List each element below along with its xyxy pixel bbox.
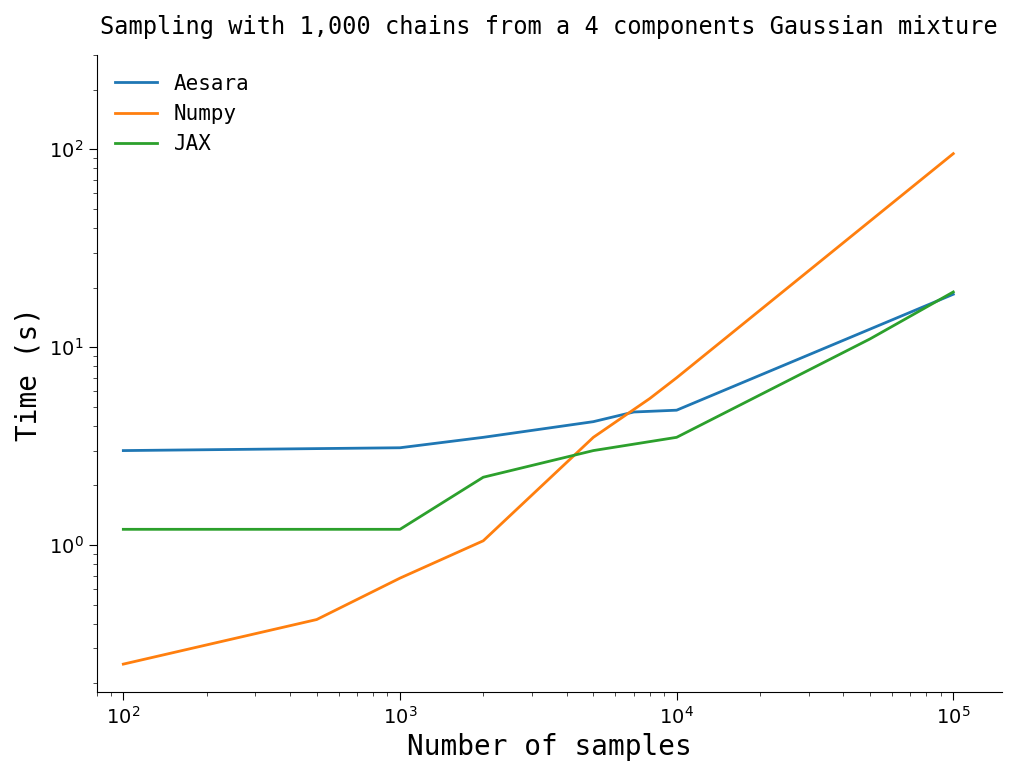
JAX bbox=[947, 287, 959, 296]
Line: JAX: JAX bbox=[123, 292, 953, 529]
Numpy bbox=[644, 394, 656, 404]
Line: Numpy: Numpy bbox=[123, 154, 953, 664]
JAX bbox=[587, 446, 599, 456]
X-axis label: Number of samples: Number of samples bbox=[407, 733, 692, 761]
Aesara bbox=[670, 406, 682, 415]
Y-axis label: Time (s): Time (s) bbox=[15, 307, 43, 441]
Aesara bbox=[394, 443, 406, 452]
Numpy bbox=[947, 149, 959, 158]
Legend: Aesara, Numpy, JAX: Aesara, Numpy, JAX bbox=[107, 65, 257, 163]
Aesara bbox=[117, 446, 129, 456]
Line: Aesara: Aesara bbox=[123, 294, 953, 451]
Aesara bbox=[947, 289, 959, 299]
Aesara bbox=[587, 417, 599, 426]
JAX bbox=[117, 525, 129, 534]
Numpy bbox=[587, 433, 599, 442]
Numpy bbox=[310, 615, 322, 624]
JAX bbox=[670, 433, 682, 442]
JAX bbox=[863, 334, 876, 344]
Numpy bbox=[477, 536, 489, 546]
Aesara bbox=[477, 433, 489, 442]
Numpy bbox=[117, 660, 129, 669]
JAX bbox=[394, 525, 406, 534]
Numpy bbox=[394, 573, 406, 583]
Aesara bbox=[627, 407, 640, 417]
Title: Sampling with 1,000 chains from a 4 components Gaussian mixture: Sampling with 1,000 chains from a 4 comp… bbox=[101, 15, 998, 39]
JAX bbox=[477, 473, 489, 482]
Numpy bbox=[670, 373, 682, 383]
